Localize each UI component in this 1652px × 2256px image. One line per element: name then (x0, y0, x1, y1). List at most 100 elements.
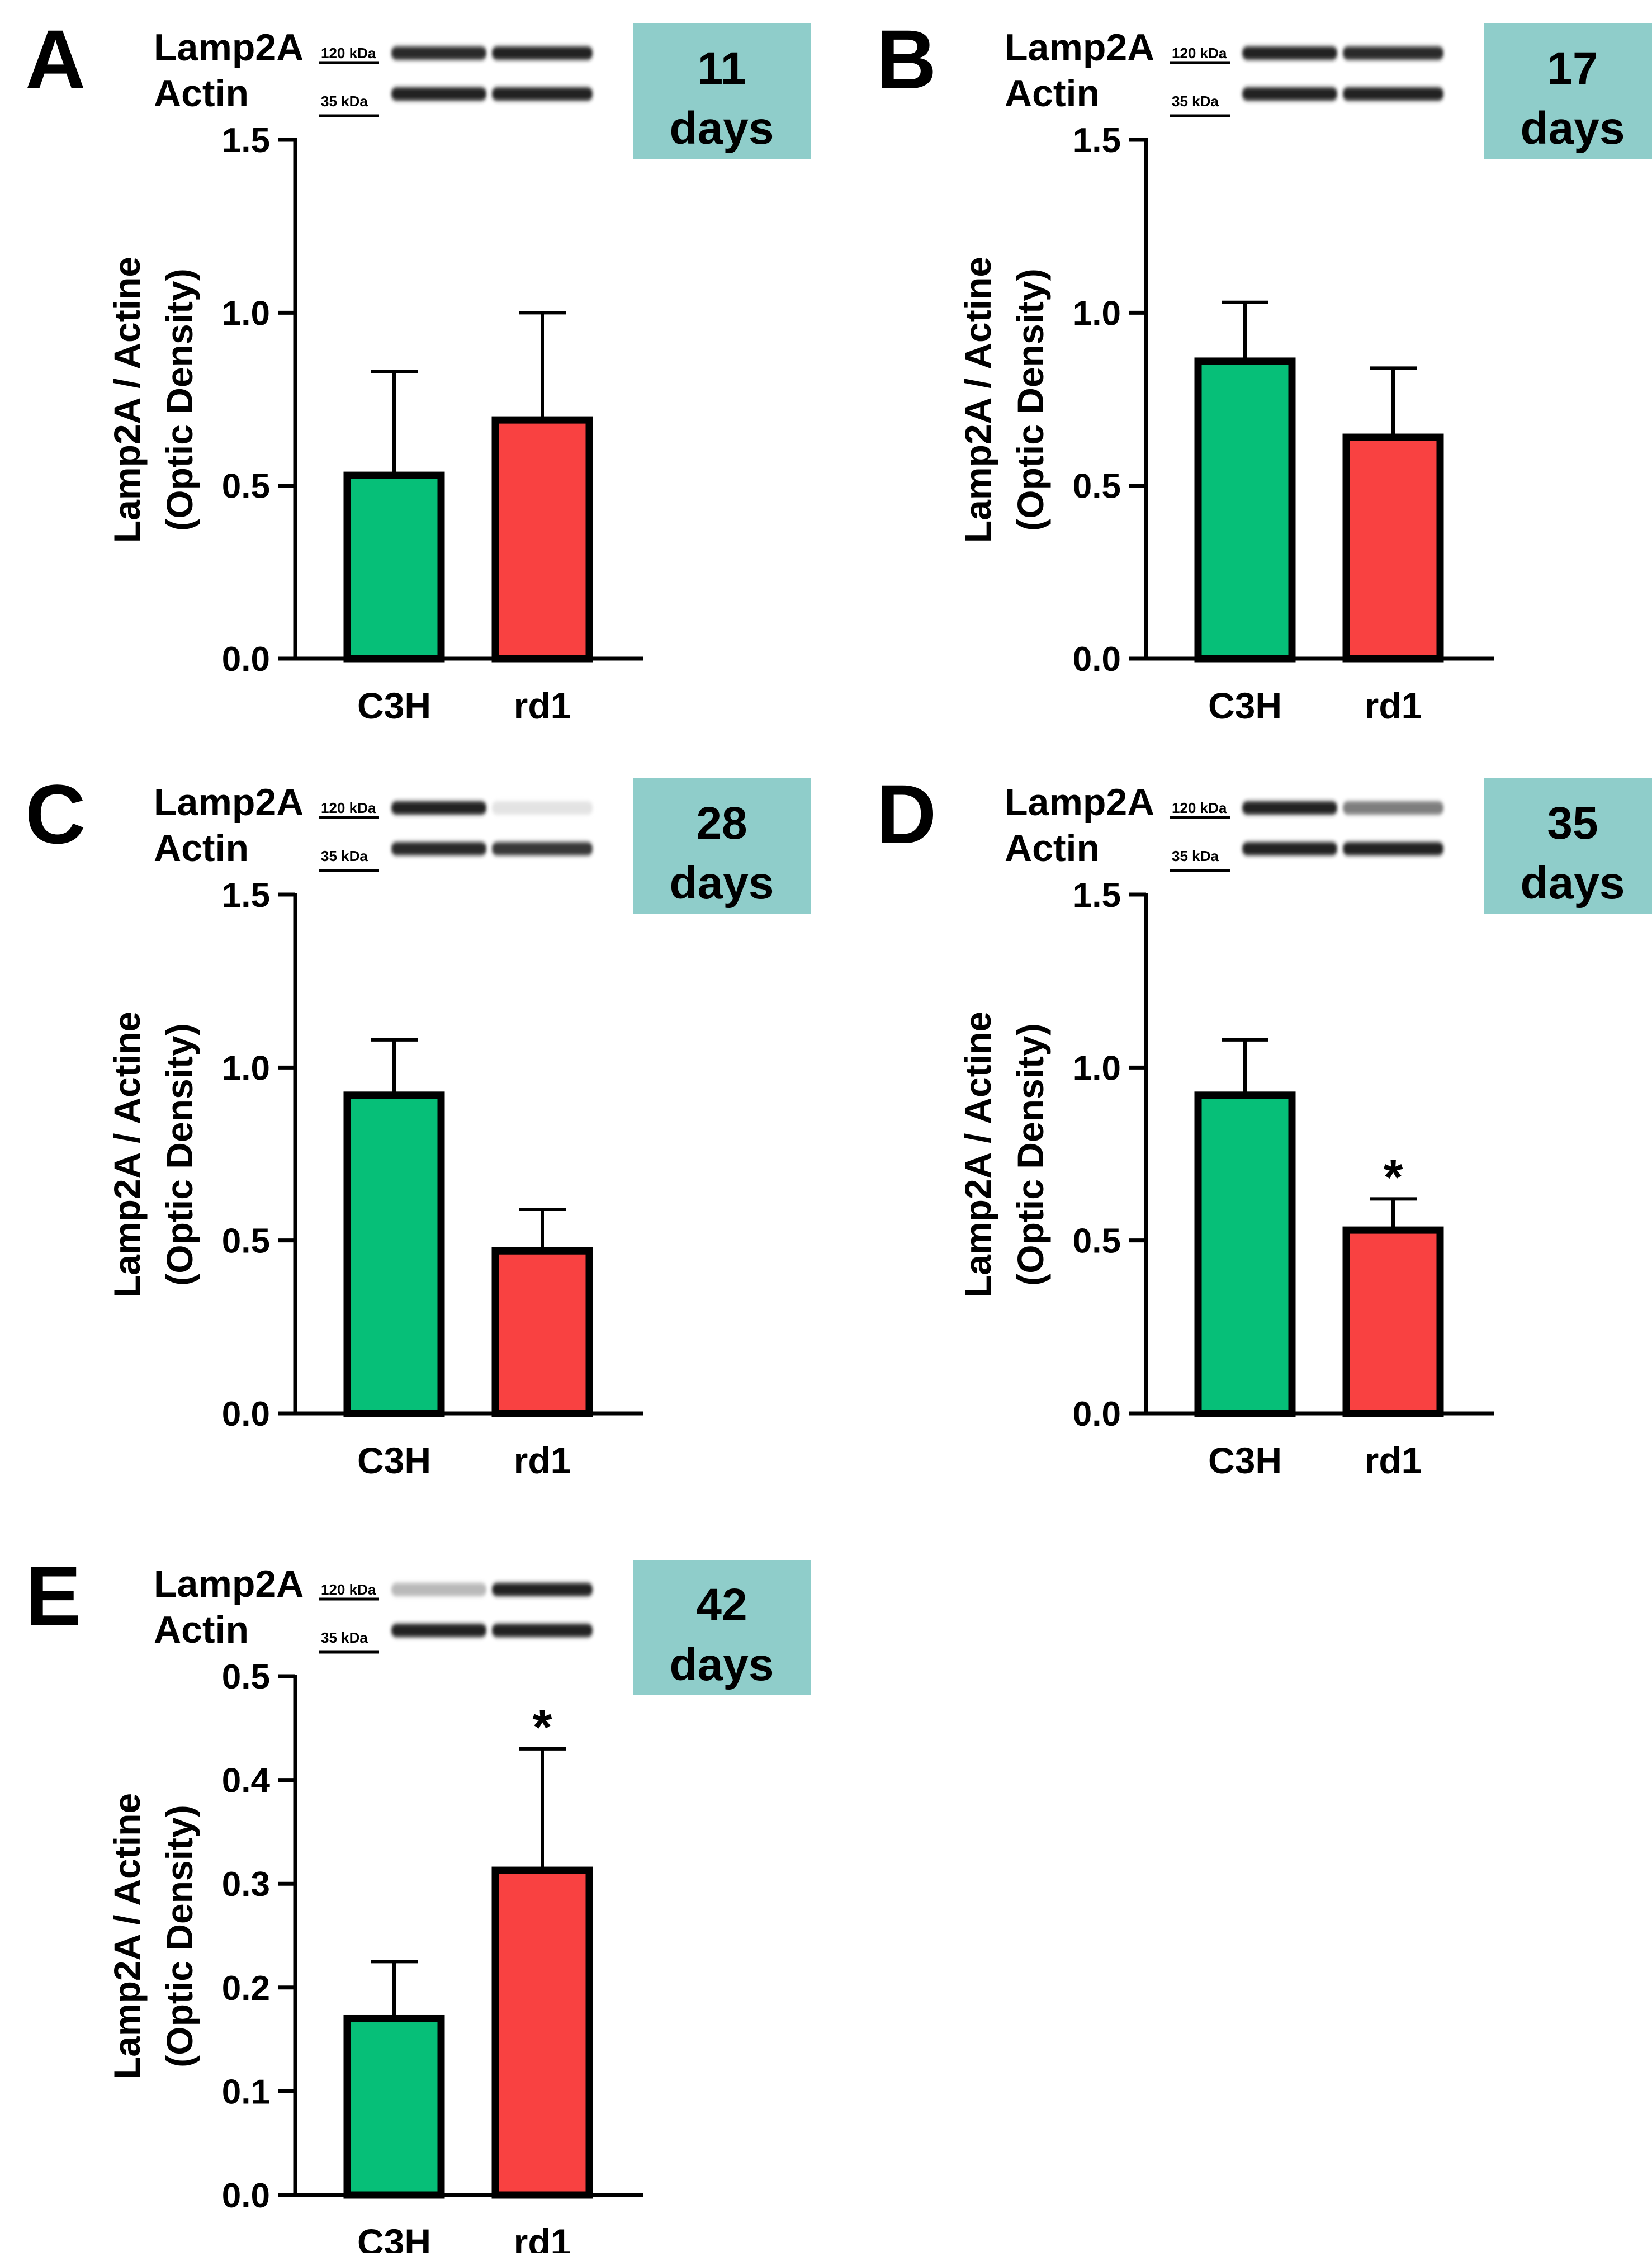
blot-band-lower-c3h (391, 1624, 486, 1637)
y-axis-title-line1: Lamp2A / Actine (106, 257, 148, 543)
marker-label-120: 120 kDa (321, 1581, 376, 1598)
bar-c3h (1194, 357, 1296, 663)
y-axis-title: Lamp2A / Actine (106, 1793, 148, 2079)
y-axis-title-2: (Optic Density) (159, 1805, 200, 2067)
y-tick-label: 0.0 (222, 2177, 270, 2215)
y-axis-title-2: (Optic Density) (1010, 268, 1051, 531)
bar-rd1 (491, 1247, 593, 1417)
marker-label-35: 35 kDa (1172, 848, 1219, 864)
y-axis-title-2: (Optic Density) (1010, 1023, 1051, 1285)
blot-band-upper-c3h (1242, 46, 1337, 60)
y-tick-label: 1.0 (222, 1049, 270, 1087)
blot-label-lamp2a: Lamp2A (154, 1563, 304, 1605)
category-label-rd1: rd1 (514, 685, 571, 726)
blot-band-lower-rd1 (492, 842, 593, 855)
y-axis-title-line1: Lamp2A / Actine (106, 1793, 148, 2079)
y-axis-title-line1: Lamp2A / Actine (957, 257, 998, 543)
blot-band-upper-rd1 (492, 46, 593, 60)
y-axis-title-line2: (Optic Density) (1010, 268, 1051, 531)
blot-band-upper-rd1 (1343, 801, 1443, 815)
marker-label-35: 35 kDa (321, 848, 368, 864)
blot-band-lower-rd1 (492, 87, 593, 101)
y-tick-label: 0.4 (222, 1762, 271, 1800)
y-tick-label: 1.5 (222, 876, 270, 915)
category-label-c3h: C3H (357, 1440, 431, 1481)
y-tick-label: 0.3 (222, 1865, 270, 1904)
marker-label-35: 35 kDa (321, 93, 368, 110)
blot-band-lower-c3h (1242, 842, 1337, 855)
blot-band-lower-rd1 (1343, 842, 1443, 855)
bar-rd1 (1342, 1226, 1444, 1417)
panel-letter: D (876, 767, 936, 861)
y-axis-title: Lamp2A / Actine (106, 1011, 148, 1298)
time-box-unit: days (1521, 858, 1625, 909)
y-axis-title: Lamp2A / Actine (957, 257, 998, 543)
y-axis-title-line2: (Optic Density) (159, 268, 200, 531)
y-tick-label: 1.5 (1073, 876, 1121, 915)
time-box-unit: days (670, 103, 774, 154)
bar-rd1 (491, 1866, 593, 2199)
y-axis-title-line2: (Optic Density) (159, 1023, 200, 1285)
y-axis-title-line1: Lamp2A / Actine (957, 1011, 998, 1298)
y-tick-label: 0.5 (222, 467, 270, 506)
blot-band-upper-c3h (391, 1583, 486, 1596)
blot-band-upper-rd1 (492, 1583, 593, 1596)
y-tick-label: 1.0 (1073, 1049, 1121, 1087)
blot-band-lower-rd1 (492, 1624, 593, 1637)
y-tick-label: 0.0 (1073, 640, 1121, 679)
y-tick-label: 1.5 (222, 121, 270, 160)
y-tick-label: 1.5 (1073, 121, 1121, 160)
y-tick-label: 0.5 (222, 1658, 270, 1696)
blot-label-lamp2a: Lamp2A (154, 781, 304, 824)
y-axis-title: Lamp2A / Actine (957, 1011, 998, 1298)
y-tick-label: 0.0 (1073, 1395, 1121, 1434)
blot-label-actin: Actin (1005, 827, 1100, 869)
significance-marker-rd1: * (1383, 1150, 1403, 1205)
blot-band-lower-rd1 (1343, 87, 1443, 101)
y-tick-label: 0.5 (1073, 1222, 1121, 1261)
marker-label-120: 120 kDa (1172, 45, 1227, 62)
y-tick-label: 0.2 (222, 1969, 270, 2008)
bar-c3h (343, 2014, 445, 2199)
category-label-rd1: rd1 (514, 2221, 571, 2253)
blot-band-upper-c3h (1242, 801, 1337, 815)
y-axis-title-2: (Optic Density) (159, 1023, 200, 1285)
category-label-c3h: C3H (357, 685, 431, 726)
blot-label-actin: Actin (154, 1609, 249, 1651)
blot-band-upper-rd1 (492, 801, 593, 815)
category-label-rd1: rd1 (1365, 1440, 1422, 1481)
blot-band-upper-rd1 (1343, 46, 1443, 60)
y-axis-title-line2: (Optic Density) (159, 1805, 200, 2067)
y-axis-title: Lamp2A / Actine (106, 257, 148, 543)
panel-letter: E (25, 1549, 81, 1643)
marker-label-120: 120 kDa (321, 45, 376, 62)
blot-band-upper-c3h (391, 801, 486, 815)
blot-band-lower-c3h (391, 87, 486, 101)
marker-label-120: 120 kDa (321, 800, 376, 816)
category-label-c3h: C3H (357, 2221, 431, 2253)
category-label-rd1: rd1 (1365, 685, 1422, 726)
time-box (1484, 23, 1652, 159)
blot-label-lamp2a: Lamp2A (1005, 781, 1154, 824)
blot-label-lamp2a: Lamp2A (154, 26, 304, 69)
time-box-value: 17 (1547, 43, 1598, 94)
bar-c3h (1194, 1091, 1296, 1417)
category-label-c3h: C3H (1208, 685, 1282, 726)
time-box-unit: days (670, 858, 774, 909)
panel-letter: C (25, 767, 86, 861)
y-tick-label: 1.0 (1073, 294, 1121, 333)
y-axis-title-line1: Lamp2A / Actine (106, 1011, 148, 1298)
y-tick-label: 0.5 (222, 1222, 270, 1261)
time-box-unit: days (1521, 103, 1625, 154)
bar-rd1 (491, 416, 593, 663)
y-tick-label: 0.1 (222, 2073, 270, 2111)
marker-label-35: 35 kDa (1172, 93, 1219, 110)
y-tick-label: 0.0 (222, 640, 270, 679)
y-tick-label: 1.0 (222, 294, 270, 333)
